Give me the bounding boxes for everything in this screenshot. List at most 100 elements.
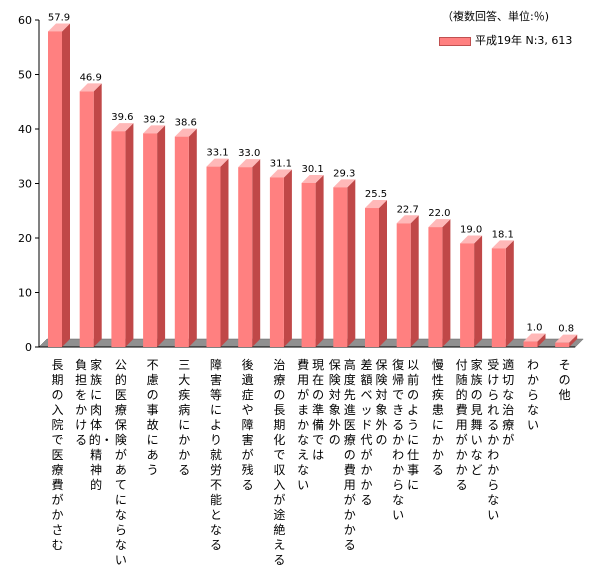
- bar-top: [365, 200, 387, 209]
- data-label: 39.2: [143, 114, 165, 125]
- bar-top: [491, 240, 514, 249]
- bar-side: [315, 174, 324, 347]
- bar-side: [220, 158, 229, 347]
- bar: [174, 136, 189, 347]
- bar-side: [537, 333, 546, 347]
- data-label: 25.5: [365, 189, 387, 200]
- bar: [460, 243, 475, 347]
- bar: [48, 31, 62, 347]
- bar: [269, 177, 284, 347]
- x-tick-label: 高度先進医療の費用がかかる: [343, 358, 356, 552]
- bar: [555, 342, 570, 347]
- bar-side: [505, 240, 514, 347]
- data-label: 1.0: [527, 323, 543, 334]
- x-tick-label: 後遺症や障害が残る: [241, 358, 254, 492]
- x-tick-label: 以前のように仕事に: [407, 358, 420, 492]
- x-tick-label: 差額ベッド代がかかる: [360, 358, 373, 507]
- bar-side: [157, 125, 166, 347]
- bar-side: [283, 169, 292, 347]
- bar-side: [125, 123, 134, 348]
- bar-side: [410, 215, 419, 347]
- data-label: 22.7: [397, 204, 419, 215]
- legend-note: （複数回答、単位:％): [442, 10, 549, 23]
- bar-side: [347, 179, 356, 347]
- data-label: 0.8: [558, 324, 574, 335]
- bar-side: [62, 23, 70, 347]
- x-tick-label: 保険対象外の: [328, 358, 341, 447]
- bar-top: [206, 158, 229, 167]
- bar: [111, 131, 126, 347]
- x-tick-label: 治療の長期化で収入が途絶える: [273, 358, 286, 567]
- data-label: 31.1: [270, 159, 292, 170]
- bar: [143, 133, 158, 347]
- data-label: 57.9: [48, 12, 70, 23]
- x-tick-label: 保険対象外の: [375, 358, 388, 447]
- x-tick-label: わからない: [526, 358, 539, 432]
- bar: [301, 182, 316, 347]
- x-tick-label: その他: [558, 358, 571, 402]
- x-tick-label: 家族に肉体的・精神的: [88, 358, 113, 492]
- legend-label: 平成19年 N:3, 613: [475, 34, 573, 47]
- bar-top: [238, 159, 261, 168]
- data-label: 30.1: [301, 164, 323, 175]
- data-label: 33.1: [206, 148, 228, 159]
- bar-top: [143, 125, 166, 134]
- bar: [428, 227, 443, 347]
- bar: [79, 91, 94, 348]
- bar-top: [333, 179, 356, 188]
- bar-side: [569, 334, 578, 347]
- data-label: 29.3: [333, 168, 355, 179]
- bar: [206, 166, 221, 347]
- bar: [365, 208, 379, 347]
- bar-side: [379, 200, 387, 347]
- bar-side: [188, 128, 197, 347]
- x-tick-label: 慢性疾患にかかる: [431, 358, 444, 477]
- data-label: 18.1: [492, 229, 514, 240]
- bar: [491, 248, 506, 347]
- x-tick-label: 不慮の事故にあう: [146, 358, 159, 477]
- y-tick-label: 50: [18, 69, 32, 82]
- bar-top: [460, 235, 483, 244]
- bar-top: [428, 219, 451, 228]
- x-tick-label: 適切な治療が: [502, 358, 515, 447]
- data-label: 22.0: [428, 208, 450, 219]
- bar-top: [301, 174, 324, 183]
- x-tick-label: 公的医療保険があてにならない: [114, 358, 127, 567]
- bar: [238, 167, 253, 347]
- x-tick-label: 負担をかける: [75, 358, 88, 447]
- legend-item: 平成19年 N:3, 613: [439, 32, 572, 48]
- bar-top: [79, 83, 102, 92]
- y-tick-label: 0: [25, 341, 32, 354]
- x-tick-label: 障害等により就労不能となる: [209, 358, 222, 552]
- bar: [396, 223, 411, 347]
- legend-swatch: [439, 36, 471, 46]
- data-label: 33.0: [238, 148, 260, 159]
- bar-top: [555, 334, 578, 343]
- x-tick-label: 現在の準備では: [312, 358, 325, 462]
- bar: [333, 187, 348, 347]
- x-tick-label: 三大疾病にかかる: [178, 358, 191, 477]
- x-tick-label: 費用がまかなえない: [297, 358, 310, 492]
- data-label: 46.9: [80, 72, 102, 83]
- x-tick-label: 家族の見舞いなど: [470, 358, 483, 477]
- x-tick-label: 受けられるかわからない: [487, 358, 500, 522]
- bar-top: [174, 128, 197, 137]
- data-label: 38.6: [175, 118, 197, 129]
- x-tick-label: 復帰できるかわからない: [392, 358, 405, 522]
- bar-top: [523, 333, 546, 342]
- bar-top: [269, 169, 292, 178]
- bar-top: [396, 215, 419, 224]
- y-tick-label: 20: [18, 232, 32, 245]
- y-tick-label: 10: [18, 287, 32, 300]
- data-label: 19.0: [460, 224, 482, 235]
- bar: [523, 341, 538, 347]
- bar-top: [48, 23, 70, 32]
- bar-side: [474, 235, 483, 347]
- x-tick-label: 付随的費用がかかる: [455, 358, 468, 492]
- bar-side: [252, 159, 261, 347]
- y-tick-label: 30: [18, 178, 32, 191]
- data-label: 39.6: [111, 112, 133, 123]
- y-tick-label: 60: [18, 14, 32, 27]
- bar-side: [442, 219, 451, 347]
